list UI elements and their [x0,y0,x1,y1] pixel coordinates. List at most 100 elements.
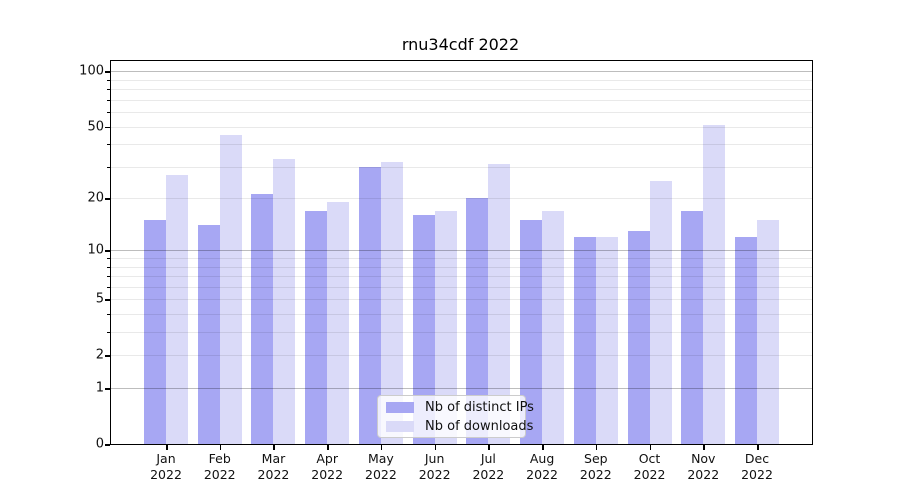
y-minor-tick [107,144,110,146]
y-tick [105,299,110,301]
x-tick [595,445,598,450]
y-tick-label: 20 [87,190,104,206]
x-tick-year: 2022 [687,467,720,482]
x-tick-month: Dec [744,451,770,466]
x-tick [273,445,275,450]
legend: Nb of distinct IPs Nb of downloads [377,395,534,438]
y-minor-tick [107,79,110,81]
x-tick-month: Mar [261,451,286,466]
x-tick-label: Jul 2022 [453,451,523,483]
bar-distinct-ips-dec [735,236,757,444]
bar-downloads-jul [488,164,511,444]
bar-downloads-sep [595,236,618,444]
x-tick-label: Oct 2022 [615,451,685,483]
gridline-minor [111,314,812,316]
x-tick-year: 2022 [579,467,612,482]
x-tick [434,445,437,450]
gridline-minor [111,266,812,268]
x-tick-year: 2022 [741,467,773,482]
bar-downloads-may [380,161,403,444]
bar-downloads-jun [434,210,457,444]
bar-downloads-feb [219,134,242,444]
bar-distinct-ips-nov [681,210,704,444]
x-tick-month: Jul [480,451,496,466]
x-tick-label: Feb 2022 [185,451,255,483]
y-tick-label: 10 [87,242,104,258]
x-tick-label: May 2022 [346,451,416,483]
bar-distinct-ips-sep [573,236,596,444]
x-tick-month: Aug [529,451,555,466]
y-tick [105,388,110,390]
gridline-major [111,71,812,73]
x-tick-year: 2022 [418,467,451,482]
gridline-minor [111,166,812,168]
plot-area: Nb of distinct IPs Nb of downloads Jan 20… [79,60,813,482]
x-tick-month: Apr [316,451,338,466]
bar-downloads-nov [703,125,726,444]
y-tick-label: 1 [95,380,104,396]
x-tick-label: Jun 2022 [400,451,470,483]
x-tick [380,445,383,450]
bar-distinct-ips-jul [466,198,489,444]
x-tick-label: Jan 2022 [131,451,201,483]
y-tick [105,444,110,446]
legend-swatch-downloads [386,420,414,432]
bar-distinct-ips-apr [305,210,328,444]
x-tick-label: Sep 2022 [561,451,631,483]
bar-distinct-ips-jan [144,220,166,444]
x-tick-month: May [367,451,394,466]
x-tick-year: 2022 [150,467,182,482]
y-minor-tick [107,99,110,101]
x-tick-month: Jun [424,451,445,466]
gridline-major [111,388,812,390]
y-tick-label: 2 [95,347,104,363]
x-tick-label: Apr 2022 [292,451,362,483]
bar-downloads-jan [166,175,188,444]
x-tick [703,445,705,450]
bar-downloads-dec [757,220,779,444]
bar-downloads-aug [542,210,565,444]
x-tick [757,445,759,450]
y-minor-tick [107,166,110,168]
gridline-minor [111,112,812,114]
y-tick-label: 100 [79,63,104,79]
gridline-minor [111,299,812,301]
y-tick [105,250,110,252]
chart-title: rnu34cdf 2022 [401,35,520,54]
gridline-minor [111,198,812,200]
bar-downloads-apr [327,202,350,444]
x-tick-year: 2022 [472,467,505,482]
x-tick-label: Dec 2022 [722,451,792,483]
bar-distinct-ips-oct [627,230,650,444]
x-tick-month: Nov [691,451,716,466]
legend-label-downloads: Nb of downloads [425,418,534,434]
x-tick-year: 2022 [257,467,290,482]
bar-distinct-ips-aug [520,220,543,444]
gridline-minor [111,258,812,260]
x-tick [542,445,544,450]
y-minor-tick [107,314,110,316]
gridline-minor [111,144,812,146]
legend-item-distinct-ips: Nb of distinct IPs [378,400,534,415]
y-minor-tick [107,276,110,278]
y-tick-label: 5 [95,291,104,307]
gridline-minor [111,89,812,91]
y-minor-tick [107,332,110,334]
gridline-minor [111,126,812,128]
x-tick-month: Jan [156,451,176,466]
bar-downloads-oct [649,181,672,444]
gridline-major [111,250,812,252]
gridline-minor [111,79,812,81]
x-tick [649,445,652,450]
bar-distinct-ips-jun [412,215,435,444]
x-tick-year: 2022 [526,467,558,482]
x-tick-month: Sep [584,451,608,466]
bar-distinct-ips-feb [197,225,220,444]
x-tick [166,445,168,450]
legend-label-distinct-ips: Nb of distinct IPs [425,399,534,415]
y-tick-label: 0 [95,436,104,452]
x-tick-label: Aug 2022 [507,451,577,483]
gridline-minor [111,355,812,357]
bar-distinct-ips-mar [251,194,274,444]
